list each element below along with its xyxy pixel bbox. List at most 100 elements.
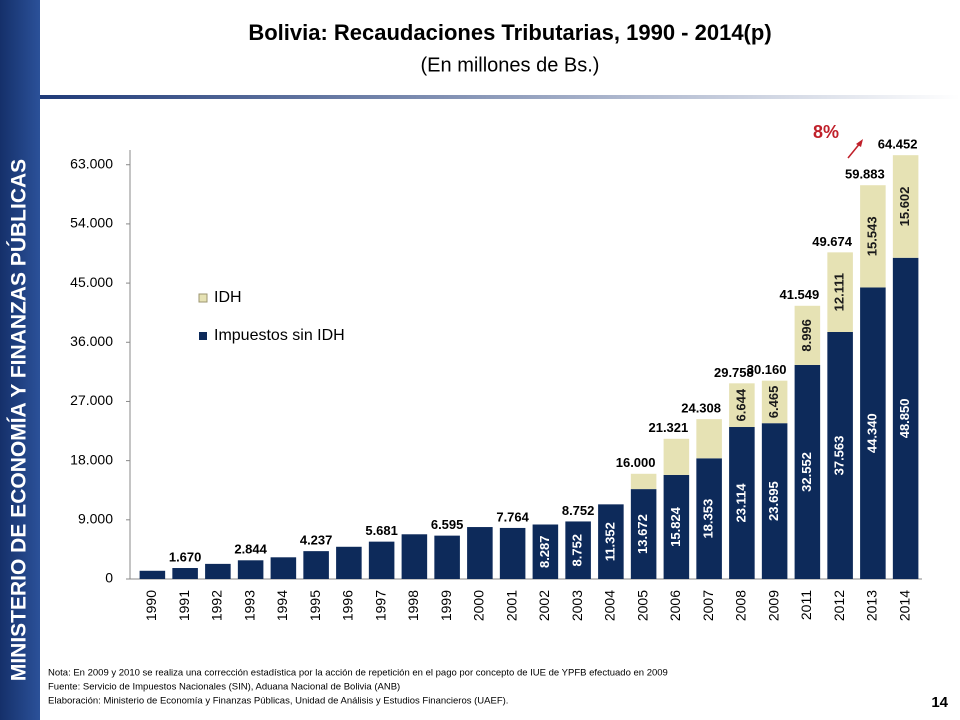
x-tick-label: 2006 (667, 590, 683, 621)
value-label: 23.695 (766, 481, 781, 521)
value-label: 8.752 (570, 534, 585, 567)
x-tick-label: 2000 (471, 590, 487, 621)
bar-segment (729, 383, 755, 428)
note: Fuente: Servicio de Impuestos Nacionales… (48, 682, 400, 693)
bar-segment (172, 568, 198, 579)
value-label: 18.353 (701, 499, 716, 539)
value-label: 32.552 (799, 452, 814, 492)
total-label: 59.883 (845, 167, 885, 182)
y-tick-label: 36.000 (70, 333, 113, 349)
value-label: 15.543 (864, 216, 879, 256)
total-label: 41.549 (779, 287, 819, 302)
bar-segment (598, 504, 624, 579)
total-label: 5.681 (365, 523, 398, 538)
bar-segment (696, 419, 722, 459)
bar-segment (368, 541, 395, 579)
y-tick-label: 45.000 (70, 274, 113, 290)
x-tick-label: 1991 (176, 590, 192, 621)
bar-segment (434, 535, 460, 579)
bar-segment (270, 557, 297, 579)
bar-segment (794, 305, 821, 365)
x-tick-label: 2005 (634, 590, 650, 621)
legend-swatch (198, 293, 208, 303)
value-label: 6.644 (733, 388, 748, 421)
plot: 0 9.000 18.000 27.000 36.000 45.000 54.000 63.0… (70, 137, 922, 621)
bar-segment (630, 473, 657, 490)
page-number: 14 (931, 694, 948, 711)
x-tick-label: 1993 (241, 590, 257, 621)
annotation: 8% (813, 122, 839, 142)
y-tick-label: 18.000 (70, 451, 113, 467)
value-label: 15.824 (668, 506, 683, 547)
x-tick-label: 1997 (372, 590, 388, 621)
value-label: 6.465 (766, 386, 781, 419)
bar-segment (237, 560, 264, 579)
bar-segment (532, 524, 559, 579)
value-label: 48.850 (897, 399, 912, 439)
bar-segment (892, 155, 919, 258)
value-label: 15.602 (897, 187, 912, 227)
bar-segment (761, 423, 788, 579)
total-label: 21.321 (648, 420, 688, 435)
x-tick-label: 1990 (143, 590, 159, 621)
x-tick-label: 2003 (569, 590, 585, 621)
bar-segment (401, 534, 428, 579)
total-label: 6.595 (431, 517, 464, 532)
value-label: 8.287 (537, 535, 552, 568)
x-tick-label: 2001 (503, 590, 519, 621)
x-tick-label: 1996 (340, 590, 356, 621)
x-tick-label: 1994 (274, 590, 290, 621)
total-label: 8.752 (562, 503, 595, 518)
value-label: 13.672 (635, 514, 650, 554)
header-rule (40, 95, 960, 99)
x-tick-label: 1992 (209, 590, 225, 621)
total-label: 1.670 (169, 549, 202, 564)
legend-swatch (199, 332, 207, 340)
chart-title: Bolivia: Recaudaciones Tributarias, 1990… (248, 20, 771, 45)
bar-segment (696, 458, 722, 579)
x-tick-label: 2013 (864, 590, 880, 621)
bar-segment (139, 570, 166, 579)
total-label: 7.764 (496, 509, 529, 524)
bar-segment (729, 427, 755, 579)
chart-subtitle: (En millones de Bs.) (421, 54, 600, 76)
total-label: 64.452 (878, 137, 918, 152)
value-label: 37.563 (832, 436, 847, 476)
bar-segment (663, 474, 690, 579)
value-label: 8.996 (799, 319, 814, 352)
x-tick-label: 1998 (405, 590, 421, 621)
x-tick-label: 2011 (798, 590, 814, 620)
bar-segment (663, 438, 690, 475)
total-label: 30.160 (747, 362, 787, 377)
legend-label: IDH (214, 289, 242, 306)
total-label: 4.237 (300, 533, 333, 548)
x-tick-label: 2009 (765, 590, 781, 621)
bar-segment (499, 527, 526, 579)
total-label: 29.758 (714, 365, 754, 380)
note: Elaboración: Ministerio de Economía y Fi… (48, 696, 508, 707)
y-tick-label: 0 (105, 570, 113, 586)
x-tick-label: 2008 (733, 590, 749, 621)
value-label: 12.111 (832, 273, 847, 311)
sidebar-band (0, 0, 40, 720)
bar-segment (827, 252, 853, 332)
legend-box (180, 283, 380, 347)
legend-label: Impuestos sin IDH (214, 327, 345, 344)
note: Nota: En 2009 y 2010 se realiza una corr… (48, 668, 668, 679)
sidebar-text: MINISTERIO DE ECONOMÍA Y FINANZAS PÚBLIC… (7, 159, 31, 681)
total-label: 49.674 (812, 234, 853, 249)
bar-segment (630, 489, 657, 579)
x-tick-label: 1999 (438, 590, 454, 621)
total-label: 24.308 (681, 401, 721, 416)
y-tick-label: 63.000 (70, 155, 113, 171)
x-tick-label: 1995 (307, 590, 323, 621)
bar-segment (336, 546, 362, 579)
x-tick-label: 2002 (536, 590, 552, 621)
bar-segment (860, 287, 886, 579)
bar-segment (892, 257, 919, 579)
bar-segment (303, 551, 329, 579)
x-tick-label: 2014 (896, 590, 912, 621)
total-label: 16.000 (616, 455, 656, 470)
bar-segment (860, 185, 886, 288)
